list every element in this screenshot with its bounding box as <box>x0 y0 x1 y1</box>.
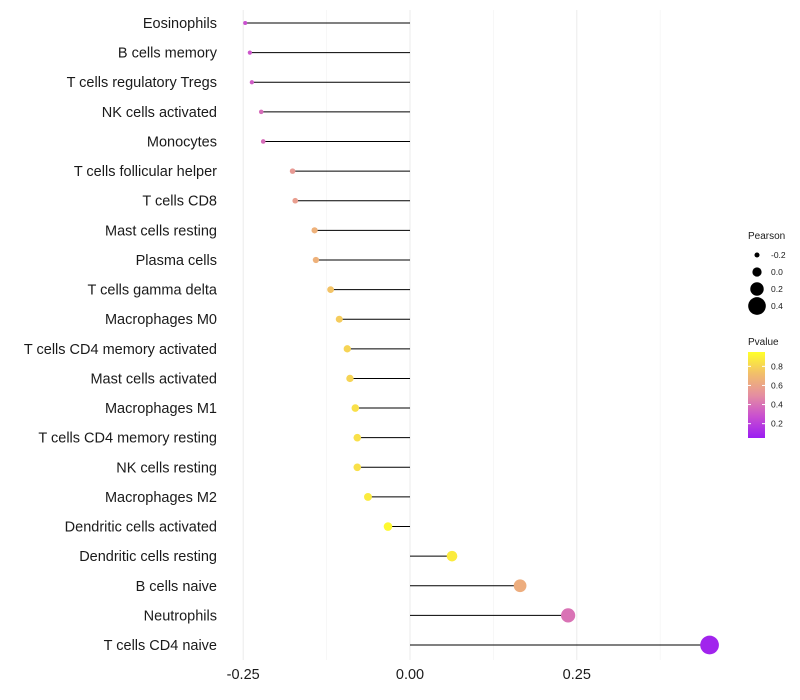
lollipop-point <box>249 80 255 85</box>
pearson-legend-label: 0.2 <box>771 284 783 294</box>
lollipop-point <box>312 256 320 264</box>
category-label: Dendritic cells activated <box>65 520 217 536</box>
pvalue-colorbar <box>748 352 765 438</box>
pvalue-legend-label: 0.4 <box>771 400 783 410</box>
pvalue-legend: Pvalue 0.2 0.4 0.6 0.8 <box>748 337 783 438</box>
category-label: Macrophages M1 <box>105 401 217 417</box>
category-label: NK cells activated <box>102 105 217 121</box>
x-tick-label: -0.25 <box>227 667 260 683</box>
pearson-legend-label: -0.2 <box>771 250 786 260</box>
category-label: T cells regulatory Tregs <box>67 75 217 91</box>
category-label: Monocytes <box>147 134 217 150</box>
category-label: Eosinophils <box>143 16 217 32</box>
lollipop-point <box>289 168 296 174</box>
pearson-legend-label: 0.4 <box>771 301 783 311</box>
lollipop-point <box>561 608 576 623</box>
pearson-legend-key <box>754 252 760 258</box>
lollipop-point <box>335 315 343 323</box>
lollipop-point <box>700 635 719 655</box>
pearson-legend-key <box>752 267 762 277</box>
pvalue-legend-label: 0.2 <box>771 419 783 429</box>
pvalue-legend-label: 0.6 <box>771 380 783 390</box>
category-label: Plasma cells <box>136 253 217 269</box>
pearson-legend: Pearson -0.2 0.0 0.2 0.4 <box>748 231 786 315</box>
gridlines <box>242 10 661 660</box>
pearson-legend-label: 0.0 <box>771 267 783 277</box>
pearson-legend-key <box>750 282 764 296</box>
category-label: Macrophages M2 <box>105 490 217 506</box>
category-label: Macrophages M0 <box>105 312 217 328</box>
category-label: T cells CD8 <box>142 194 217 210</box>
category-label: Neutrophils <box>144 608 217 624</box>
lollipop-point <box>364 492 372 501</box>
lollipop-point <box>247 50 252 55</box>
category-label: T cells CD4 naive <box>104 638 217 654</box>
lollipop-point <box>243 20 248 26</box>
category-label: T cells CD4 memory resting <box>38 431 217 447</box>
category-label: Mast cells resting <box>105 223 217 239</box>
category-label: NK cells resting <box>116 460 217 476</box>
category-label: Mast cells activated <box>90 371 217 387</box>
category-labels: Eosinophils B cells memory T cells regulat… <box>24 16 218 654</box>
lollipop-point <box>260 139 266 144</box>
x-tick-label: 0.00 <box>396 667 424 683</box>
category-label: B cells memory <box>118 46 218 62</box>
category-label: T cells gamma delta <box>88 283 218 299</box>
lollipop-point <box>258 109 264 115</box>
lollipop-point <box>311 227 318 234</box>
category-label: Dendritic cells resting <box>79 549 217 565</box>
pvalue-legend-label: 0.8 <box>771 361 783 371</box>
lollipop-point <box>383 522 393 531</box>
category-label: B cells naive <box>136 579 217 595</box>
stems <box>245 22 710 646</box>
lollipop-point <box>513 579 527 593</box>
lollipop-point <box>346 374 354 383</box>
lollipop-point <box>353 463 362 472</box>
lollipop-point <box>351 404 360 412</box>
lollipop-point <box>446 550 458 562</box>
x-tick-label: 0.25 <box>563 667 591 683</box>
pvalue-legend-title: Pvalue <box>748 337 779 348</box>
lollipop-point <box>353 433 362 442</box>
category-label: T cells CD4 memory activated <box>24 342 217 358</box>
lollipop-point <box>292 197 299 204</box>
lollipop-point <box>343 345 351 353</box>
lollipop-point <box>327 286 334 293</box>
pearson-legend-key <box>748 297 766 315</box>
data-points <box>243 20 719 655</box>
pearson-legend-title: Pearson <box>748 231 785 242</box>
x-axis-ticks: -0.25 0.00 0.25 <box>227 667 591 683</box>
category-label: T cells follicular helper <box>74 164 217 180</box>
